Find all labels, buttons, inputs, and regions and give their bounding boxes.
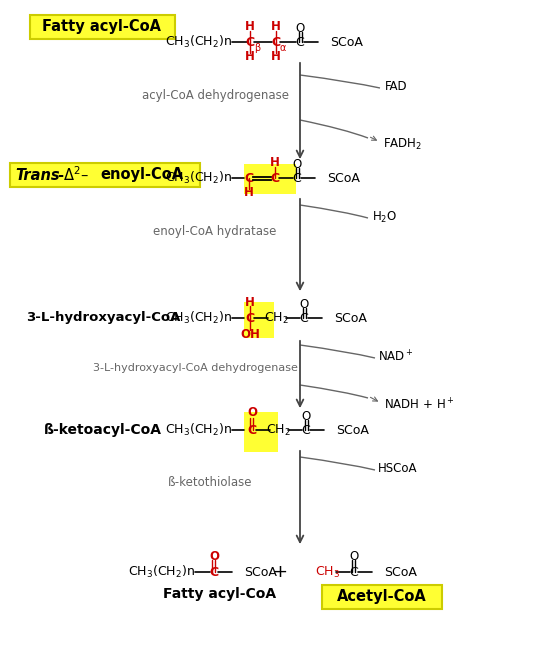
Text: H: H — [244, 186, 254, 199]
Text: C: C — [210, 565, 219, 578]
Text: H: H — [270, 157, 280, 170]
Text: C: C — [272, 36, 281, 49]
Text: $\mathregular{CH_3(CH_2)n}$: $\mathregular{CH_3(CH_2)n}$ — [165, 170, 232, 186]
Text: $\mathregular{CH_2}$: $\mathregular{CH_2}$ — [264, 311, 288, 325]
Text: FAD: FAD — [385, 80, 408, 94]
Text: +: + — [273, 563, 287, 581]
Text: C: C — [302, 424, 310, 437]
Text: C: C — [245, 171, 254, 184]
Text: $\mathregular{CH_3(CH_2)n}$: $\mathregular{CH_3(CH_2)n}$ — [128, 564, 195, 580]
Text: Fatty acyl-CoA: Fatty acyl-CoA — [43, 19, 161, 34]
Text: enoyl-CoA hydratase: enoyl-CoA hydratase — [153, 226, 276, 239]
Text: SCoA: SCoA — [384, 565, 417, 578]
Text: NADH + H$^+$: NADH + H$^+$ — [384, 397, 455, 413]
Text: O: O — [295, 21, 305, 34]
Text: $\mathregular{CH_3(CH_2)n}$: $\mathregular{CH_3(CH_2)n}$ — [165, 310, 232, 326]
Text: H: H — [271, 21, 281, 34]
Text: NAD$^+$: NAD$^+$ — [378, 349, 414, 365]
Text: C: C — [300, 311, 308, 325]
Text: SCoA: SCoA — [336, 424, 369, 437]
Text: C: C — [293, 171, 301, 184]
FancyBboxPatch shape — [244, 412, 278, 452]
Text: $\mathregular{CH_3}$: $\mathregular{CH_3}$ — [315, 564, 340, 580]
Text: H: H — [245, 50, 255, 63]
Text: acyl-CoA dehydrogenase: acyl-CoA dehydrogenase — [141, 89, 288, 102]
Text: O: O — [209, 549, 219, 562]
Text: SCoA: SCoA — [244, 565, 277, 578]
Text: Fatty acyl-CoA: Fatty acyl-CoA — [164, 587, 276, 601]
FancyBboxPatch shape — [244, 302, 274, 338]
Text: SCoA: SCoA — [330, 36, 363, 49]
Text: $\mathregular{CH_3(CH_2)n}$: $\mathregular{CH_3(CH_2)n}$ — [165, 34, 232, 50]
Text: 3-L-hydroxyacyl-CoA: 3-L-hydroxyacyl-CoA — [26, 311, 180, 325]
Text: α: α — [280, 43, 286, 53]
Text: Acetyl-CoA: Acetyl-CoA — [337, 589, 427, 604]
Text: H: H — [271, 50, 281, 63]
Text: H: H — [245, 296, 255, 309]
Text: H: H — [245, 21, 255, 34]
Text: $\mathregular{FADH_2}$: $\mathregular{FADH_2}$ — [383, 137, 422, 151]
Text: enoyl-CoA: enoyl-CoA — [100, 168, 184, 182]
Text: β: β — [254, 43, 260, 53]
Text: -$\Delta^2$–: -$\Delta^2$– — [57, 166, 89, 184]
Text: ß-ketothiolase: ß-ketothiolase — [168, 476, 252, 490]
Text: O: O — [292, 157, 302, 171]
Text: ß-ketoacyl-CoA: ß-ketoacyl-CoA — [44, 423, 162, 437]
Text: C: C — [295, 36, 305, 49]
Text: 3-L-hydroxyacyl-CoA dehydrogenase: 3-L-hydroxyacyl-CoA dehydrogenase — [92, 363, 298, 373]
Text: SCoA: SCoA — [334, 311, 367, 325]
Text: O: O — [299, 298, 309, 311]
Text: O: O — [240, 329, 250, 342]
FancyBboxPatch shape — [10, 163, 200, 187]
Text: HSCoA: HSCoA — [378, 463, 417, 476]
Text: O: O — [301, 410, 310, 422]
Text: $\mathregular{CH_2}$: $\mathregular{CH_2}$ — [266, 422, 291, 437]
Text: $\mathregular{CH_3(CH_2)n}$: $\mathregular{CH_3(CH_2)n}$ — [165, 422, 232, 438]
FancyBboxPatch shape — [30, 15, 175, 39]
Text: O: O — [349, 549, 359, 562]
Text: Trans: Trans — [16, 168, 60, 182]
Text: C: C — [246, 36, 254, 49]
Text: C: C — [271, 171, 280, 184]
FancyBboxPatch shape — [244, 164, 296, 194]
Text: SCoA: SCoA — [327, 171, 360, 184]
Text: C: C — [349, 565, 359, 578]
FancyBboxPatch shape — [322, 585, 442, 609]
Text: $\mathregular{H_2O}$: $\mathregular{H_2O}$ — [372, 210, 397, 225]
Text: O: O — [247, 406, 257, 419]
Text: C: C — [246, 311, 254, 325]
Text: H: H — [250, 329, 260, 342]
Text: C: C — [247, 424, 256, 437]
